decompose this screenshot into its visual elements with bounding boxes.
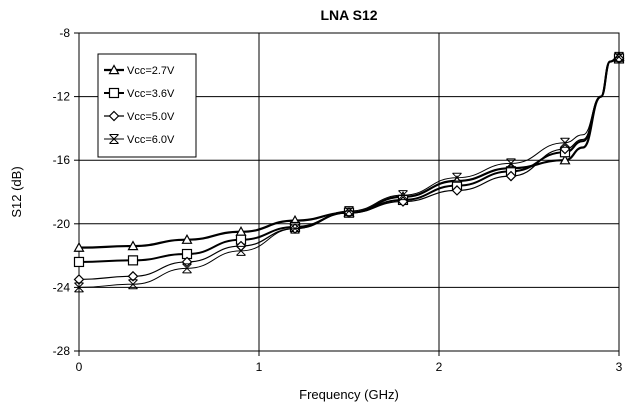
legend: Vcc=2.7V Vcc=3.6V Vcc=5.0V Vcc=6.0V (97, 53, 197, 158)
x-star-marker (506, 158, 516, 169)
y-tick-label: -8 (59, 26, 70, 40)
triangle-marker (73, 241, 85, 252)
x-star-marker (344, 206, 354, 217)
series-group (73, 51, 625, 293)
y-axis-ticks: -28 -24 -20 -16 -12 -8 (53, 26, 79, 358)
x-star-marker (182, 263, 192, 274)
y-tick-label: -28 (53, 344, 71, 358)
series-line (78, 56, 620, 288)
x-star-marker (290, 223, 300, 234)
x-axis-title: Frequency (GHz) (299, 387, 399, 402)
legend-item: Vcc=5.0V (104, 110, 175, 123)
series-vcc-6-0v (74, 51, 624, 293)
triangle-marker (127, 240, 139, 251)
x-star-marker (560, 137, 570, 148)
y-axis-title: S12 (dB) (9, 166, 24, 217)
x-star-marker (109, 134, 119, 144)
legend-label: Vcc=3.6V (127, 88, 175, 100)
diamond-marker (108, 110, 120, 122)
diamond-marker (505, 170, 517, 182)
y-tick-label: -20 (53, 217, 71, 231)
x-star-marker (74, 282, 84, 293)
x-star-marker (614, 51, 624, 62)
legend-label: Vcc=2.7V (127, 65, 175, 77)
diamond-marker (73, 274, 85, 285)
y-tick-label: -24 (53, 280, 71, 294)
y-tick-label: -12 (53, 90, 71, 104)
x-axis-ticks: 0 1 2 3 (76, 351, 623, 374)
legend-item: Vcc=6.0V (104, 134, 175, 146)
y-tick-label: -16 (53, 153, 71, 167)
chart-title: LNA S12 (320, 7, 377, 23)
diamond-marker (451, 185, 463, 196)
x-star-marker (236, 245, 246, 256)
legend-label: Vcc=5.0V (127, 111, 175, 123)
legend-item: Vcc=2.7V (104, 64, 175, 77)
x-tick-label: 3 (616, 360, 623, 374)
x-star-marker (452, 172, 462, 183)
legend-item: Vcc=3.6V (104, 87, 175, 100)
triangle-marker (559, 154, 571, 165)
x-star-marker (398, 190, 408, 201)
x-tick-label: 2 (436, 360, 443, 374)
x-star-marker (128, 279, 138, 290)
x-tick-label: 0 (76, 360, 83, 374)
triangle-marker (108, 64, 120, 75)
diamond-marker (127, 270, 139, 282)
square-marker (73, 256, 85, 268)
square-marker (108, 87, 120, 99)
x-tick-label: 1 (256, 360, 263, 374)
diamond-marker (613, 53, 625, 64)
square-marker (127, 255, 139, 266)
triangle-marker (181, 233, 193, 244)
plot-area-border (78, 32, 620, 352)
legend-label: Vcc=6.0V (127, 134, 175, 146)
